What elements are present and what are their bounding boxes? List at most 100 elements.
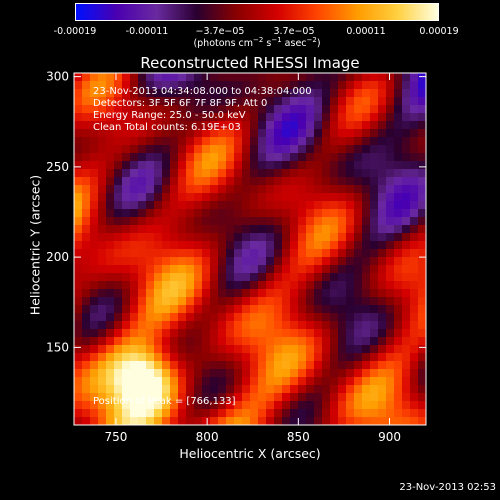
heatmap-cell (106, 129, 115, 138)
heatmap-cell (378, 385, 387, 394)
heatmap-cell (106, 89, 115, 98)
heatmap-cell (306, 129, 315, 138)
heatmap-cell (298, 345, 307, 354)
heatmap-cell (346, 313, 355, 322)
heatmap-cell (266, 153, 275, 162)
heatmap-cell (210, 193, 219, 202)
heatmap-cell (146, 321, 155, 330)
heatmap-cell (90, 209, 99, 218)
heatmap-cell (378, 265, 387, 274)
heatmap-cell (378, 145, 387, 154)
heatmap-cell (210, 201, 219, 210)
heatmap-cell (74, 89, 83, 98)
heatmap-cell (330, 305, 339, 314)
x-tick-label: 900 (378, 430, 401, 444)
heatmap-cell (354, 377, 363, 386)
heatmap-cell (338, 193, 347, 202)
heatmap-cell (266, 129, 275, 138)
heatmap-cell (346, 153, 355, 162)
heatmap-cell (82, 161, 91, 170)
x-tick-label: 800 (196, 430, 219, 444)
heatmap-cell (242, 233, 251, 242)
heatmap-cell (258, 337, 267, 346)
heatmap-cell (130, 121, 139, 130)
heatmap-cell (346, 345, 355, 354)
heatmap-cell (298, 249, 307, 258)
heatmap-cell (338, 377, 347, 386)
heatmap-cell (274, 409, 283, 418)
heatmap-cell (338, 369, 347, 378)
heatmap-cell (378, 225, 387, 234)
heatmap-cell (234, 97, 243, 106)
heatmap-cell (234, 305, 243, 314)
heatmap-cell (362, 201, 371, 210)
heatmap-cell (194, 385, 203, 394)
heatmap-cell (354, 273, 363, 282)
heatmap-cell (106, 185, 115, 194)
heatmap-cell (218, 241, 227, 250)
heatmap-cell (114, 265, 123, 274)
heatmap-cell (386, 185, 395, 194)
heatmap-cell (218, 401, 227, 410)
heatmap-cell (346, 337, 355, 346)
heatmap-cell (178, 369, 187, 378)
heatmap-cell (130, 417, 139, 426)
heatmap-cell (98, 281, 107, 290)
heatmap-cell (282, 257, 291, 266)
heatmap-cell (282, 129, 291, 138)
annotation-time-range: 23-Nov-2013 04:34:08.000 to 04:38:04.000 (93, 86, 312, 97)
heatmap-cell (82, 73, 91, 82)
heatmap-cell (226, 89, 235, 98)
heatmap-cell (170, 193, 179, 202)
heatmap-cell (186, 241, 195, 250)
heatmap-cell (122, 89, 131, 98)
heatmap-cell (234, 73, 243, 82)
heatmap-cell (346, 257, 355, 266)
heatmap-cell (362, 281, 371, 290)
heatmap-cell (298, 137, 307, 146)
heatmap-cell (194, 345, 203, 354)
heatmap-cell (242, 73, 251, 82)
heatmap-cell (250, 385, 259, 394)
heatmap-cell (154, 401, 163, 410)
heatmap-cell (378, 305, 387, 314)
heatmap-cell (338, 89, 347, 98)
heatmap-cell (362, 137, 371, 146)
heatmap-cell (378, 73, 387, 82)
heatmap-cell (90, 201, 99, 210)
heatmap-cell (378, 329, 387, 338)
heatmap-cell (234, 233, 243, 242)
heatmap-cell (146, 105, 155, 114)
heatmap-cell (378, 161, 387, 170)
heatmap-cell (314, 201, 323, 210)
heatmap-cell (114, 105, 123, 114)
heatmap-cell (410, 153, 419, 162)
heatmap-cell (186, 313, 195, 322)
heatmap-cell (186, 97, 195, 106)
heatmap-cell (306, 321, 315, 330)
heatmap-cell (282, 201, 291, 210)
heatmap-cell (114, 233, 123, 242)
heatmap-cell (330, 169, 339, 178)
heatmap-cell (346, 233, 355, 242)
heatmap-cell (186, 417, 195, 426)
heatmap-cell (162, 265, 171, 274)
heatmap-cell (290, 145, 299, 154)
heatmap-cell (274, 193, 283, 202)
heatmap-cell (114, 369, 123, 378)
heatmap-cell (194, 313, 203, 322)
heatmap-cell (338, 161, 347, 170)
heatmap-cell (234, 321, 243, 330)
heatmap-cell (354, 129, 363, 138)
heatmap-cell (162, 329, 171, 338)
heatmap-cell (266, 265, 275, 274)
heatmap-cell (378, 369, 387, 378)
heatmap-cell (146, 249, 155, 258)
heatmap-cell (82, 337, 91, 346)
heatmap-cell (386, 105, 395, 114)
heatmap-cell (386, 73, 395, 82)
heatmap-cell (306, 265, 315, 274)
heatmap-cell (186, 249, 195, 258)
heatmap-cell (298, 121, 307, 130)
heatmap-cell (298, 193, 307, 202)
